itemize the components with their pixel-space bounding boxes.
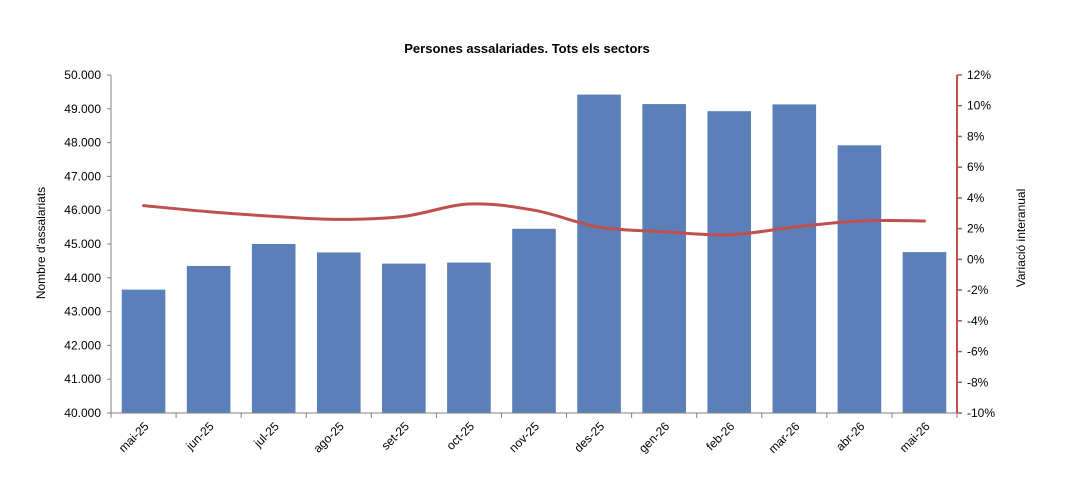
y-tick-label: 49.000 <box>64 102 101 116</box>
x-tick-label-abr-26: abr-26 <box>833 419 868 454</box>
bar-oct-25 <box>447 262 491 413</box>
y-tick-label: 43.000 <box>64 305 101 319</box>
series-line-1 <box>142 202 926 237</box>
bar-jul-25 <box>251 244 296 413</box>
y-tick-label: 47.000 <box>64 169 101 183</box>
y-tick-label: 48.000 <box>64 136 101 150</box>
y2-tick-label: 8% <box>967 129 985 143</box>
x-tick-label-jul-25: jul-25 <box>250 419 282 451</box>
x-tick-label-mar-26: mar-26 <box>766 419 803 456</box>
y2-tick-label: -6% <box>967 345 989 359</box>
y2-tick-label: 2% <box>967 222 985 236</box>
bar-mai-25 <box>121 289 166 413</box>
x-tick-label-des-25: des-25 <box>571 419 607 455</box>
chart-title: Persones assalariades. Tots els sectors <box>404 41 649 56</box>
y2-tick-label: -4% <box>967 314 989 328</box>
x-tick-label-mai-25: mai-25 <box>116 419 152 455</box>
y-tick-label: 46.000 <box>64 203 101 217</box>
x-tick-label-set-25: set-25 <box>378 419 412 453</box>
y2-tick-label: 10% <box>967 99 991 113</box>
bar-gen-26 <box>642 104 686 414</box>
bar-ago-25 <box>316 252 361 413</box>
y-tick-label: 45.000 <box>64 237 101 251</box>
x-tick-label-nov-25: nov-25 <box>506 419 542 455</box>
bar-jun-25 <box>186 265 231 413</box>
y-tick-label: 44.000 <box>64 271 101 285</box>
x-tick-label-feb-26: feb-26 <box>703 419 737 453</box>
y-tick-label: 42.000 <box>64 338 101 352</box>
y2-tick-label: -8% <box>967 375 989 389</box>
bar-abr-26 <box>837 145 882 413</box>
y2-tick-label: -2% <box>967 283 989 297</box>
y-axis-label: Nombre d'assalariats <box>34 187 48 299</box>
y2-tick-label: -10% <box>967 406 995 420</box>
y2-tick-label: 4% <box>967 191 985 205</box>
line-series <box>142 202 926 237</box>
x-tick-label-oct-25: oct-25 <box>444 419 478 453</box>
bar-nov-25 <box>512 228 556 413</box>
bar-mar-26 <box>772 104 817 413</box>
y2-tick-label: 0% <box>967 252 985 266</box>
y2-axis-label: Variació interanual <box>1014 189 1028 288</box>
y-tick-label: 50.000 <box>64 68 101 82</box>
bar-mai-26 <box>902 252 947 413</box>
x-tick-label-mai-26: mai-26 <box>897 419 933 455</box>
axes <box>107 74 962 418</box>
y-tick-label: 41.000 <box>64 372 101 386</box>
bar-set-25 <box>382 263 426 413</box>
bar-feb-26 <box>707 111 752 413</box>
x-tick-label-ago-25: ago-25 <box>311 419 348 456</box>
y-tick-label: 40.000 <box>64 406 101 420</box>
bar-des-25 <box>577 94 621 413</box>
bar-series <box>121 94 947 414</box>
x-tick-label-jun-25: jun-25 <box>183 419 217 453</box>
x-tick-label-gen-26: gen-26 <box>636 419 673 456</box>
y2-tick-label: 6% <box>967 160 985 174</box>
y2-tick-label: 12% <box>967 68 991 82</box>
